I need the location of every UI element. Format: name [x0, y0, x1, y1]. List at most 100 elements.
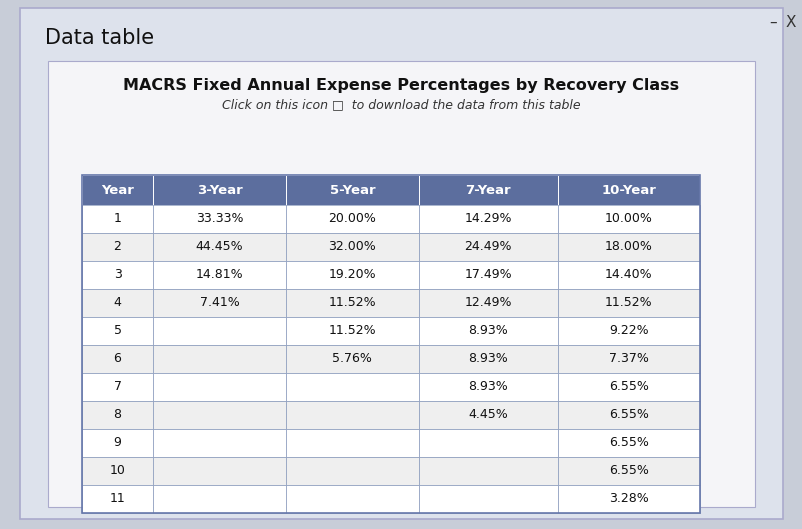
Bar: [48, 61, 754, 507]
Text: 1: 1: [113, 213, 121, 225]
Text: 7: 7: [113, 380, 121, 394]
Text: 5.76%: 5.76%: [332, 352, 372, 366]
Bar: [557, 485, 699, 513]
Bar: [286, 289, 419, 317]
Bar: [557, 373, 699, 401]
Text: 8: 8: [113, 408, 121, 422]
Bar: [419, 345, 557, 373]
Bar: [82, 485, 153, 513]
Bar: [286, 429, 419, 457]
Text: 3: 3: [113, 269, 121, 281]
Text: 8.93%: 8.93%: [468, 352, 508, 366]
Text: 6: 6: [113, 352, 121, 366]
Bar: [153, 401, 286, 429]
Text: 10-Year: 10-Year: [601, 184, 655, 196]
Text: 10: 10: [109, 464, 125, 478]
Bar: [82, 373, 153, 401]
Text: 7-Year: 7-Year: [465, 184, 511, 196]
Bar: [82, 317, 153, 345]
Text: 6.55%: 6.55%: [608, 408, 648, 422]
Text: 11.52%: 11.52%: [328, 296, 375, 309]
Bar: [153, 373, 286, 401]
Bar: [153, 317, 286, 345]
Bar: [153, 345, 286, 373]
Bar: [153, 485, 286, 513]
Text: 12.49%: 12.49%: [464, 296, 512, 309]
Bar: [82, 175, 699, 513]
Bar: [557, 317, 699, 345]
Bar: [82, 175, 153, 205]
Text: 8.93%: 8.93%: [468, 324, 508, 338]
Bar: [419, 175, 557, 205]
Bar: [557, 457, 699, 485]
Bar: [557, 205, 699, 233]
Bar: [82, 233, 153, 261]
Text: MACRS Fixed Annual Expense Percentages by Recovery Class: MACRS Fixed Annual Expense Percentages b…: [124, 78, 678, 93]
Bar: [419, 429, 557, 457]
Bar: [286, 345, 419, 373]
Text: 14.29%: 14.29%: [464, 213, 512, 225]
Bar: [82, 345, 153, 373]
Bar: [286, 401, 419, 429]
Bar: [153, 205, 286, 233]
Bar: [419, 205, 557, 233]
Text: 24.49%: 24.49%: [464, 241, 512, 253]
Bar: [286, 175, 419, 205]
Text: 19.20%: 19.20%: [328, 269, 375, 281]
Text: 11.52%: 11.52%: [328, 324, 375, 338]
Text: 33.33%: 33.33%: [196, 213, 243, 225]
Text: 4.45%: 4.45%: [468, 408, 508, 422]
Text: 7.37%: 7.37%: [608, 352, 648, 366]
Bar: [419, 289, 557, 317]
Bar: [286, 233, 419, 261]
Bar: [153, 429, 286, 457]
Text: –: –: [768, 15, 776, 30]
Text: 7.41%: 7.41%: [200, 296, 239, 309]
Text: 14.81%: 14.81%: [196, 269, 243, 281]
Bar: [153, 233, 286, 261]
Text: 5: 5: [113, 324, 121, 338]
Text: 3-Year: 3-Year: [196, 184, 242, 196]
Bar: [82, 205, 153, 233]
Text: Year: Year: [101, 184, 134, 196]
Text: 18.00%: 18.00%: [604, 241, 652, 253]
Bar: [286, 261, 419, 289]
Text: 6.55%: 6.55%: [608, 436, 648, 450]
Text: 32.00%: 32.00%: [328, 241, 376, 253]
Text: 11: 11: [110, 492, 125, 506]
Bar: [557, 345, 699, 373]
Bar: [557, 429, 699, 457]
Bar: [286, 317, 419, 345]
Text: 3.28%: 3.28%: [608, 492, 648, 506]
Bar: [557, 261, 699, 289]
Bar: [286, 205, 419, 233]
Bar: [557, 233, 699, 261]
Text: 2: 2: [113, 241, 121, 253]
Bar: [153, 261, 286, 289]
Bar: [557, 289, 699, 317]
Bar: [153, 289, 286, 317]
Bar: [153, 457, 286, 485]
Bar: [419, 485, 557, 513]
Text: 6.55%: 6.55%: [608, 464, 648, 478]
Text: 14.40%: 14.40%: [605, 269, 652, 281]
Bar: [286, 485, 419, 513]
Text: Data table: Data table: [45, 28, 154, 48]
Text: 6.55%: 6.55%: [608, 380, 648, 394]
Bar: [419, 317, 557, 345]
Text: 20.00%: 20.00%: [328, 213, 376, 225]
Text: 44.45%: 44.45%: [196, 241, 243, 253]
Bar: [419, 401, 557, 429]
Text: Click on this icon □  to download the data from this table: Click on this icon □ to download the dat…: [222, 98, 580, 111]
Bar: [82, 429, 153, 457]
Bar: [286, 373, 419, 401]
Bar: [286, 457, 419, 485]
Bar: [153, 175, 286, 205]
Bar: [557, 401, 699, 429]
Text: 11.52%: 11.52%: [605, 296, 652, 309]
Text: 17.49%: 17.49%: [464, 269, 512, 281]
Text: 9: 9: [113, 436, 121, 450]
Text: 8.93%: 8.93%: [468, 380, 508, 394]
Text: 9.22%: 9.22%: [609, 324, 648, 338]
Bar: [419, 457, 557, 485]
